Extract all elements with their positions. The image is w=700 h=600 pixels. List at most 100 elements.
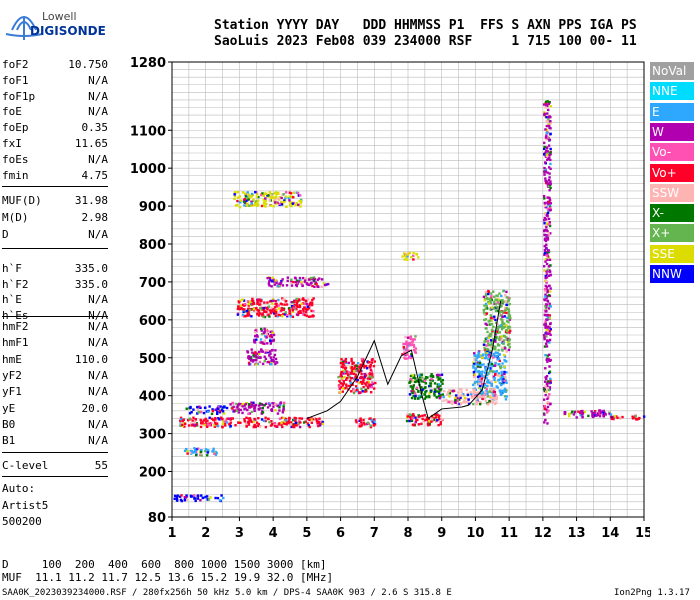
echo-point (493, 378, 496, 382)
echo-point (251, 299, 255, 303)
echo-point (563, 412, 567, 416)
echo-point (313, 416, 317, 420)
echo-point (320, 285, 323, 288)
echo-point (284, 311, 287, 314)
echo-point (258, 312, 262, 315)
echo-point (423, 379, 427, 382)
echo-point (473, 396, 476, 399)
echo-point (216, 424, 220, 428)
echo-point (548, 204, 552, 208)
echo-point (189, 449, 193, 453)
echo-point (489, 394, 493, 397)
echo-point (183, 449, 187, 453)
echo-point (440, 380, 443, 383)
y-tick-label: 200 (139, 466, 166, 481)
echo-point (214, 453, 218, 456)
echo-point (267, 417, 270, 421)
echo-point (249, 357, 253, 360)
echo-point (258, 425, 262, 428)
echo-point (194, 418, 198, 421)
echo-point (505, 303, 508, 306)
echo-point (548, 341, 551, 344)
echo-point (280, 203, 284, 206)
echo-point (507, 311, 511, 314)
echo-point (480, 393, 484, 397)
echo-point (451, 389, 454, 393)
param-row: yF1 N/A (2, 385, 108, 398)
echo-point (427, 417, 431, 420)
echo-point (467, 398, 470, 401)
echo-point (306, 298, 310, 301)
echo-point (497, 363, 500, 366)
echo-point (250, 410, 254, 414)
echo-point (251, 351, 254, 354)
echo-point (274, 311, 278, 314)
echo-point (295, 303, 299, 306)
echo-point (341, 390, 345, 393)
echo-point (193, 420, 197, 424)
echo-point (288, 417, 291, 420)
echo-point (460, 388, 463, 391)
echo-point (497, 357, 501, 360)
y-tick-label: 900 (139, 200, 166, 215)
echo-point (257, 310, 260, 313)
echo-point (425, 375, 428, 379)
echo-point (493, 392, 497, 395)
echo-point (507, 339, 511, 342)
echo-point (583, 410, 587, 413)
echo-point (288, 312, 291, 315)
echo-point (195, 448, 198, 451)
echo-point (199, 498, 202, 502)
echo-point (268, 404, 272, 407)
echo-point (412, 390, 415, 393)
echo-point (410, 378, 413, 381)
echo-point (270, 420, 273, 423)
echo-point (206, 451, 209, 454)
echo-point (312, 276, 316, 279)
echo-point (361, 359, 364, 363)
echo-point (495, 398, 499, 401)
echo-point (452, 389, 456, 393)
param-key: h`E (2, 293, 22, 306)
echo-point (306, 305, 309, 308)
echo-point (272, 356, 276, 359)
echo-point (256, 298, 260, 301)
echo-point (273, 353, 277, 357)
param-row: h`F 335.0 (2, 262, 108, 275)
legend-item: X- (650, 204, 694, 223)
echo-point (239, 408, 242, 412)
echo-point (545, 213, 549, 216)
echo-point (544, 295, 547, 298)
echo-point (494, 337, 498, 341)
echo-point (287, 419, 291, 423)
echo-point (261, 312, 264, 315)
echo-point (549, 180, 552, 183)
echo-point (412, 384, 415, 387)
echo-point (178, 495, 182, 498)
echo-point (488, 334, 491, 337)
echo-point (484, 307, 487, 310)
echo-point (487, 371, 490, 375)
echo-point (494, 361, 497, 365)
x-tick-label: 10 (466, 526, 484, 541)
echo-point (492, 352, 496, 356)
echo-point (268, 339, 272, 342)
echo-point (504, 347, 507, 350)
echo-point (203, 419, 206, 422)
echo-point (350, 372, 354, 375)
echo-point (274, 314, 278, 318)
param-value: N/A (88, 320, 108, 333)
echo-point (415, 386, 419, 390)
echo-point (360, 423, 363, 426)
echo-point (403, 351, 406, 354)
echo-point (293, 303, 296, 307)
echo-point (495, 354, 499, 358)
echo-point (233, 197, 236, 201)
echo-point (277, 307, 281, 310)
param-row: D N/A (2, 228, 108, 241)
echo-point (274, 349, 277, 352)
echo-point (494, 298, 497, 301)
param-row: hmF1 N/A (2, 336, 108, 349)
echo-point (489, 389, 493, 392)
echo-point (548, 224, 552, 228)
